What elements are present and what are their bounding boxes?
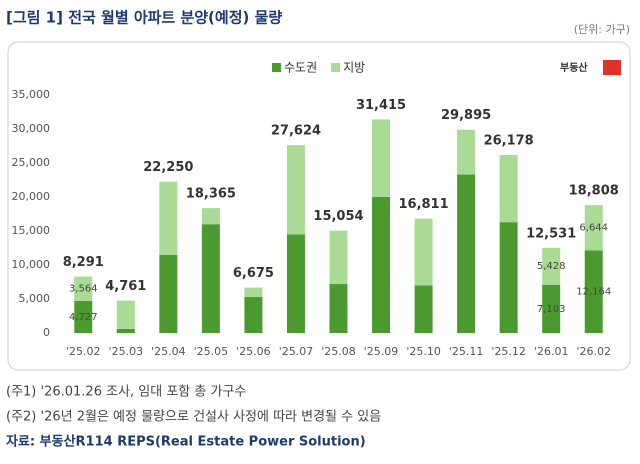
title: [그림 1] 전국 월별 아파트 분양(예정) 물량 xyxy=(6,9,282,27)
y-tick-label: 25,000 xyxy=(12,156,51,169)
bar xyxy=(116,328,135,333)
bar xyxy=(414,285,433,333)
bar xyxy=(499,222,518,333)
value-label: 6,644 xyxy=(579,223,608,234)
x-tick-label: '25.03 xyxy=(109,345,144,358)
y-tick-label: 20,000 xyxy=(12,190,51,203)
bar xyxy=(584,205,603,251)
x-tick-label: '25.11 xyxy=(449,345,484,358)
x-tick-label: '25.06 xyxy=(236,345,271,358)
bar xyxy=(542,247,561,285)
value-label: 5,428 xyxy=(537,261,566,272)
note: (주1) '26.01.26 조사, 임대 포함 총 가구수 xyxy=(6,385,246,400)
bar xyxy=(457,174,476,333)
source: 자료: 부동산R114 REPS(Real Estate Power Solut… xyxy=(6,434,366,450)
bar xyxy=(74,300,93,333)
legend-label: 수도권 xyxy=(284,61,317,75)
y-tick-label: 5,000 xyxy=(19,292,51,305)
unit: (단위: 가구) xyxy=(574,23,630,36)
y-tick-label: 30,000 xyxy=(12,122,51,135)
legend-swatch xyxy=(331,63,341,72)
bar xyxy=(414,218,433,286)
total-label: 18,808 xyxy=(569,184,619,199)
total-label: 15,054 xyxy=(313,209,363,224)
y-tick-label: 10,000 xyxy=(12,258,51,271)
x-tick-label: '26.01 xyxy=(534,345,569,358)
value-label: 4,727 xyxy=(69,312,98,323)
bar xyxy=(286,234,305,333)
total-label: 16,811 xyxy=(398,197,448,212)
bar xyxy=(584,250,603,333)
legend-swatch xyxy=(272,63,281,72)
bar xyxy=(372,119,391,197)
x-tick-label: '25.07 xyxy=(279,345,314,358)
bar xyxy=(201,208,220,225)
bar xyxy=(329,230,348,285)
total-label: 12,531 xyxy=(526,226,576,241)
bar xyxy=(457,129,476,175)
bar xyxy=(159,181,178,255)
bar xyxy=(159,254,178,333)
note: (주2) '26년 2월은 예정 물량으로 건설사 사정에 따라 변경될 수 있… xyxy=(6,410,381,425)
x-tick-label: '25.12 xyxy=(491,345,526,358)
total-label: 8,291 xyxy=(63,255,104,270)
x-tick-label: '25.10 xyxy=(406,345,441,358)
legend-label: 지방 xyxy=(343,61,365,75)
bar xyxy=(499,154,518,223)
bar xyxy=(244,296,263,333)
bar xyxy=(201,224,220,333)
y-tick-label: 0 xyxy=(43,326,50,339)
value-label: 12,164 xyxy=(576,287,611,298)
x-tick-label: '25.04 xyxy=(151,345,186,358)
y-tick-label: 15,000 xyxy=(12,224,51,237)
bar xyxy=(372,197,391,333)
total-label: 31,415 xyxy=(356,98,406,113)
bar xyxy=(244,287,263,297)
logo: 부동산 xyxy=(560,61,588,74)
x-tick-label: '25.02 xyxy=(66,345,101,358)
value-label: 3,564 xyxy=(69,284,98,295)
bar xyxy=(116,300,135,329)
bar xyxy=(329,284,348,333)
bar xyxy=(542,284,561,333)
logo-badge xyxy=(603,60,621,75)
x-tick-label: '25.09 xyxy=(364,345,399,358)
x-tick-label: '26.02 xyxy=(576,345,611,358)
value-label: 7,103 xyxy=(537,304,566,315)
x-tick-label: '25.05 xyxy=(194,345,229,358)
bar xyxy=(74,276,93,301)
total-label: 29,895 xyxy=(441,108,491,123)
bar xyxy=(286,145,305,235)
total-label: 4,761 xyxy=(105,279,146,294)
total-label: 26,178 xyxy=(484,133,534,148)
chart-frame xyxy=(7,41,631,371)
total-label: 18,365 xyxy=(186,187,236,202)
x-tick-label: '25.08 xyxy=(321,345,356,358)
total-label: 27,624 xyxy=(271,124,321,139)
y-tick-label: 35,000 xyxy=(12,88,51,101)
total-label: 6,675 xyxy=(233,266,274,281)
total-label: 22,250 xyxy=(143,160,193,175)
